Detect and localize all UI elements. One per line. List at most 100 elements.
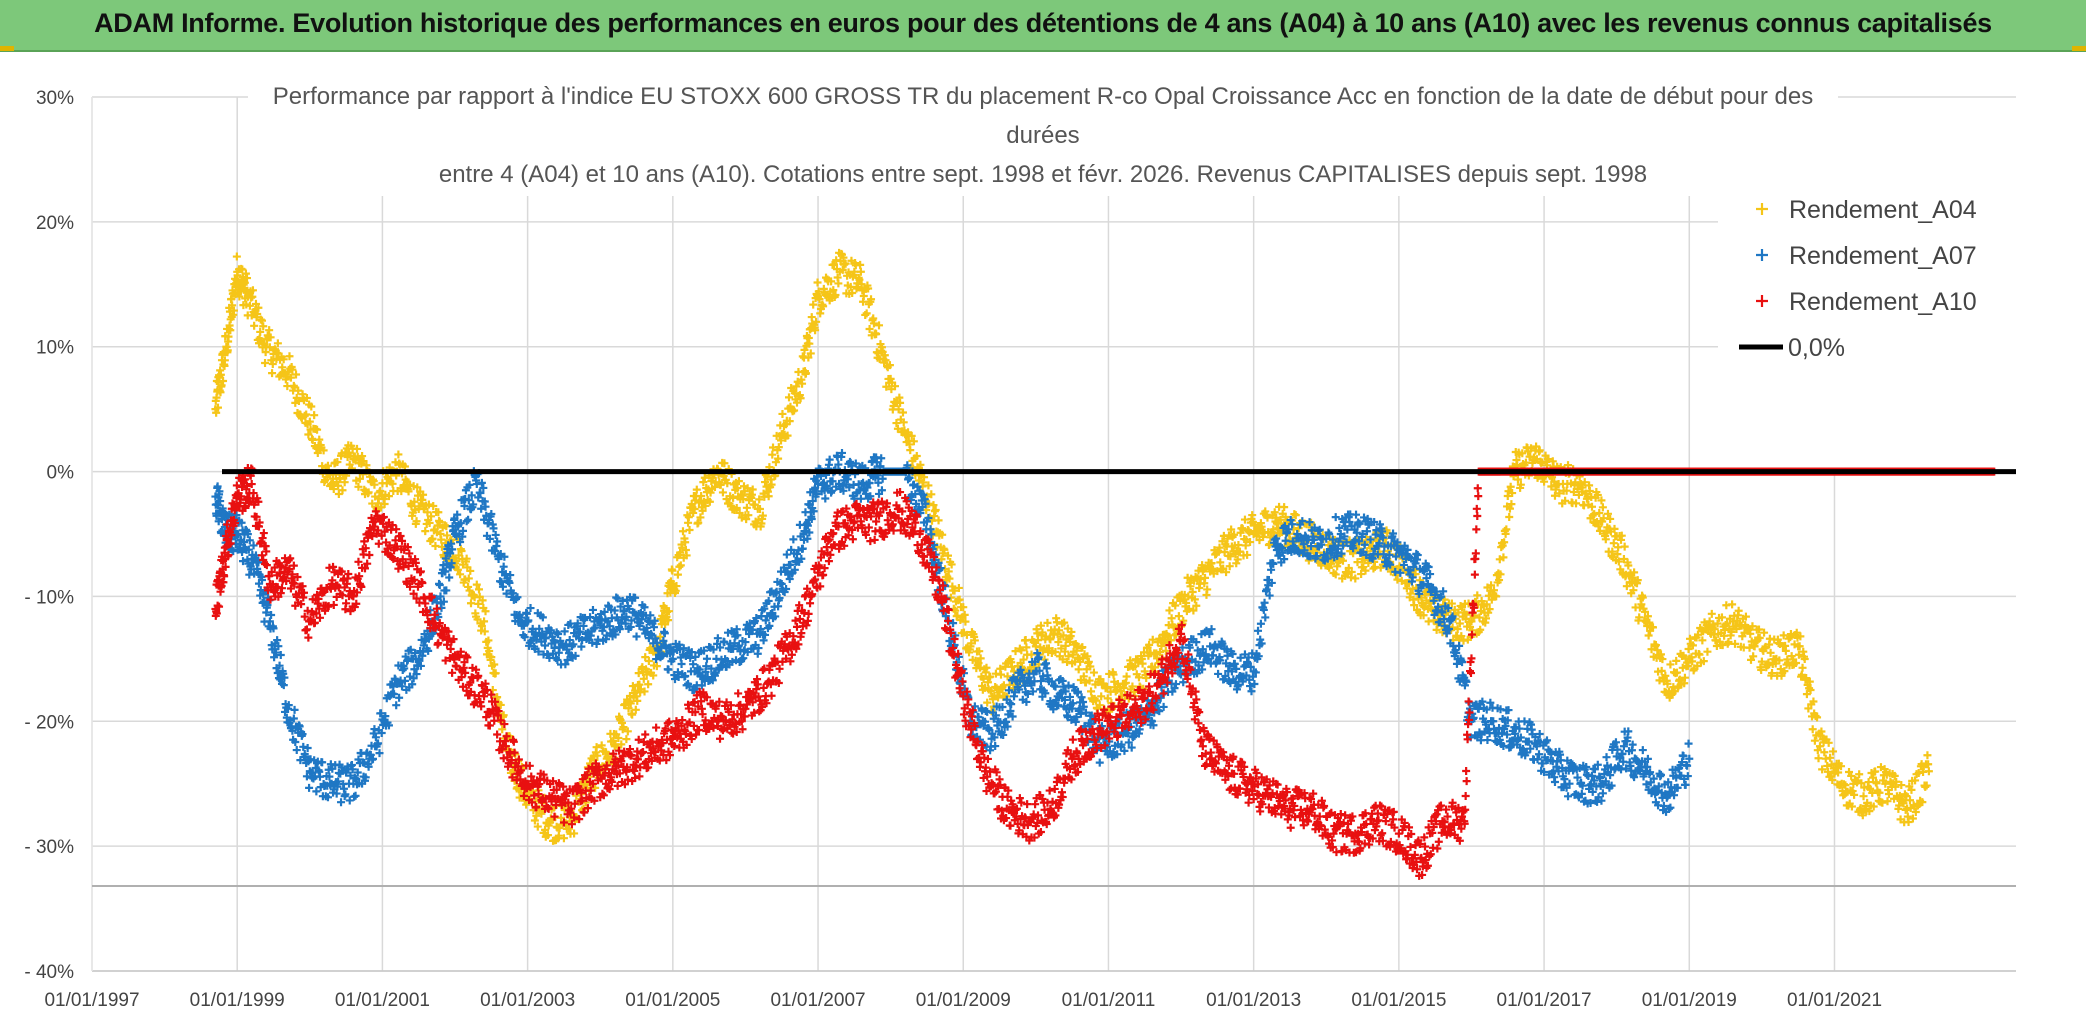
scatter-point	[859, 292, 868, 301]
scatter-point	[226, 326, 235, 335]
scatter-point	[245, 301, 254, 310]
scatter-point	[543, 831, 552, 840]
scatter-point	[831, 290, 840, 299]
scatter-point	[705, 497, 714, 506]
scatter-point	[617, 740, 626, 749]
scatter-point	[689, 508, 698, 517]
scatter-point	[453, 565, 462, 574]
scatter-point	[376, 486, 385, 495]
scatter-point	[319, 446, 328, 455]
scatter-point	[279, 355, 288, 364]
scatter-point	[265, 326, 274, 335]
scatter-point	[217, 381, 226, 390]
scatter-point	[732, 504, 741, 513]
scatter-point	[333, 458, 342, 467]
legend-background	[1718, 196, 2018, 471]
scatter-point	[631, 686, 640, 695]
scatter-point	[591, 783, 600, 792]
scatter-point	[256, 327, 265, 336]
scatter-point	[954, 583, 963, 592]
scatter-point	[673, 570, 682, 579]
scatter-point	[370, 480, 379, 489]
scatter-point	[421, 527, 430, 536]
scatter-point	[315, 435, 324, 444]
scatter-point	[692, 485, 701, 494]
scatter-point	[443, 531, 452, 540]
scatter-point	[238, 265, 247, 274]
scatter-point	[801, 369, 810, 378]
scatter-point	[924, 481, 933, 490]
scatter-point	[829, 286, 838, 295]
scatter-point	[491, 669, 500, 678]
scatter-point	[896, 398, 905, 407]
scatter-point	[354, 482, 363, 491]
banner-title: ADAM Informe. Evolution historique des p…	[94, 8, 1992, 38]
scatter-point	[424, 500, 433, 509]
scatter-point	[258, 316, 267, 325]
scatter-point	[733, 484, 742, 493]
scatter-point	[656, 632, 665, 641]
scatter-point	[313, 425, 322, 434]
scatter-point	[213, 403, 222, 412]
scatter-point	[307, 402, 316, 411]
scatter-point	[474, 585, 483, 594]
scatter-point	[397, 487, 406, 496]
scatter-point	[813, 278, 822, 287]
scatter-point	[784, 393, 793, 402]
scatter-point	[224, 332, 233, 341]
series-Rendement_A04	[211, 248, 1933, 845]
scatter-point	[388, 479, 397, 488]
scatter-point	[856, 260, 865, 269]
scatter-point	[429, 501, 438, 510]
scatter-point	[909, 437, 918, 446]
scatter-point	[798, 379, 807, 388]
scatter-point	[774, 454, 783, 463]
scatter-point	[223, 346, 232, 355]
scatter-point	[768, 450, 777, 459]
header-banner: ADAM Informe. Evolution historique des p…	[0, 0, 2086, 52]
scatter-point	[353, 444, 362, 453]
scatter-point	[248, 286, 257, 295]
scatter-point	[639, 674, 648, 683]
scatter-point	[684, 513, 693, 522]
scatter-point	[593, 751, 602, 760]
scatter-point	[811, 326, 820, 335]
scatter-point	[700, 473, 709, 482]
scatter-point	[498, 725, 507, 734]
scatter-point	[355, 474, 364, 483]
scatter-point	[622, 735, 631, 744]
scatter-point	[706, 488, 715, 497]
scatter-point	[340, 478, 349, 487]
scatter-point	[243, 274, 252, 283]
scatter-point	[920, 473, 929, 482]
scatter-point	[697, 491, 706, 500]
scatter-point	[841, 259, 850, 268]
scatter-point	[358, 452, 367, 461]
scatter-point	[559, 834, 568, 843]
banner-corner-right	[2072, 46, 2086, 51]
data-point	[480, 617, 489, 626]
scatter-point	[541, 825, 550, 834]
scatter-point	[253, 310, 262, 319]
scatter-point	[456, 570, 465, 579]
scatter-point	[232, 252, 241, 261]
scatter-point	[466, 566, 475, 575]
scatter-point	[959, 603, 968, 612]
scatter-point	[764, 492, 773, 501]
scatter-point	[912, 452, 921, 461]
scatter-point	[848, 289, 857, 298]
scatter-point	[723, 479, 732, 488]
scatter-point	[487, 653, 496, 662]
scatter-point	[294, 386, 303, 395]
scatter-point	[678, 527, 687, 536]
scatter-point	[805, 339, 814, 348]
scatter-point	[947, 560, 956, 569]
scatter-point	[597, 741, 606, 750]
scatter-point	[814, 287, 823, 296]
scatter-point	[931, 505, 940, 514]
scatter-point	[819, 302, 828, 311]
scatter-point	[792, 398, 801, 407]
scatter-point	[675, 562, 684, 571]
scatter-point	[614, 734, 623, 743]
scatter-point	[261, 359, 270, 368]
